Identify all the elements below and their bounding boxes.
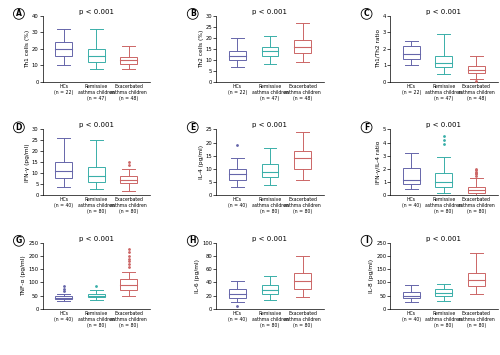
Y-axis label: Th1 cells (%): Th1 cells (%) [25, 30, 30, 68]
Bar [403, 168, 420, 184]
Title: p < 0.001: p < 0.001 [426, 236, 462, 242]
Bar [55, 42, 72, 55]
Bar [294, 40, 311, 53]
Text: B: B [190, 9, 196, 18]
Bar [436, 289, 452, 296]
Y-axis label: IL-4 (pg/ml): IL-4 (pg/ml) [198, 145, 203, 180]
Bar [55, 296, 72, 299]
Title: p < 0.001: p < 0.001 [78, 236, 114, 242]
Bar [403, 46, 420, 59]
Title: p < 0.001: p < 0.001 [252, 122, 288, 129]
Bar [262, 285, 278, 294]
Text: C: C [364, 9, 370, 18]
Text: F: F [364, 123, 369, 132]
Bar [436, 55, 452, 67]
Bar [55, 163, 72, 178]
Y-axis label: IL-8 (pg/ml): IL-8 (pg/ml) [369, 259, 374, 293]
Text: G: G [16, 236, 22, 245]
Bar [88, 294, 104, 297]
Text: A: A [16, 9, 22, 18]
Title: p < 0.001: p < 0.001 [252, 9, 288, 15]
Bar [229, 51, 246, 60]
Text: D: D [16, 123, 22, 132]
Y-axis label: IFN-γ (pg/ml): IFN-γ (pg/ml) [25, 143, 30, 182]
Bar [294, 151, 311, 169]
Title: p < 0.001: p < 0.001 [426, 122, 462, 129]
Bar [262, 47, 278, 55]
Bar [120, 176, 137, 183]
Bar [120, 57, 137, 64]
Title: p < 0.001: p < 0.001 [252, 236, 288, 242]
Bar [403, 292, 420, 298]
Title: p < 0.001: p < 0.001 [78, 9, 114, 15]
Y-axis label: Th1/Th2 ratio: Th1/Th2 ratio [376, 29, 381, 69]
Bar [88, 167, 104, 182]
Y-axis label: IFN-γ/IL-4 ratio: IFN-γ/IL-4 ratio [376, 141, 381, 184]
Y-axis label: TNF-α (pg/ml): TNF-α (pg/ml) [22, 256, 26, 296]
Bar [88, 49, 104, 62]
Text: E: E [190, 123, 196, 132]
Title: p < 0.001: p < 0.001 [78, 122, 114, 129]
Bar [229, 289, 246, 298]
Bar [468, 187, 485, 193]
Bar [120, 279, 137, 290]
Text: I: I [365, 236, 368, 245]
Bar [294, 273, 311, 289]
Y-axis label: Th2 cells (%): Th2 cells (%) [198, 30, 203, 68]
Text: H: H [190, 236, 196, 245]
Bar [262, 164, 278, 177]
Y-axis label: IL-6 (pg/ml): IL-6 (pg/ml) [195, 259, 200, 293]
Bar [468, 273, 485, 286]
Bar [436, 173, 452, 187]
Bar [229, 169, 246, 180]
Title: p < 0.001: p < 0.001 [426, 9, 462, 15]
Bar [468, 66, 485, 73]
